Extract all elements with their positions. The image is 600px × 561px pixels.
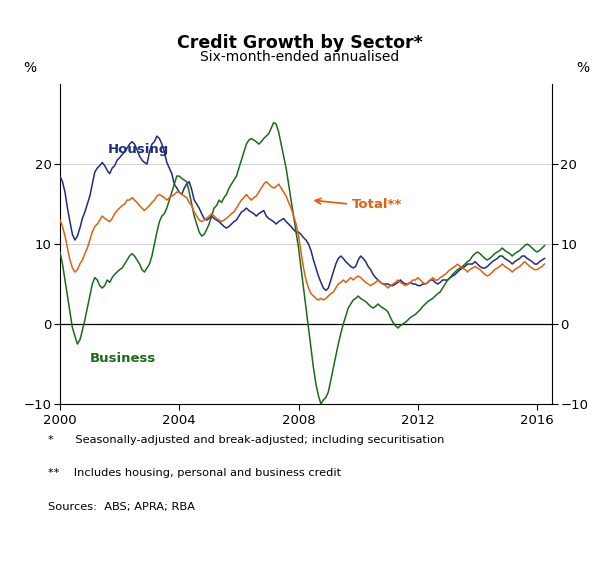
- Text: Total**: Total**: [352, 197, 403, 210]
- Text: Sources:  ABS; APRA; RBA: Sources: ABS; APRA; RBA: [48, 502, 195, 512]
- Text: Credit Growth by Sector*: Credit Growth by Sector*: [177, 34, 423, 52]
- Text: Six-month-ended annualised: Six-month-ended annualised: [200, 50, 400, 64]
- Text: **    Includes housing, personal and business credit: ** Includes housing, personal and busine…: [48, 468, 341, 479]
- Text: %: %: [576, 61, 589, 75]
- Text: Housing: Housing: [108, 143, 169, 156]
- Text: Business: Business: [90, 352, 156, 365]
- Text: %: %: [23, 61, 36, 75]
- Text: *      Seasonally-adjusted and break-adjusted; including securitisation: * Seasonally-adjusted and break-adjusted…: [48, 435, 445, 445]
